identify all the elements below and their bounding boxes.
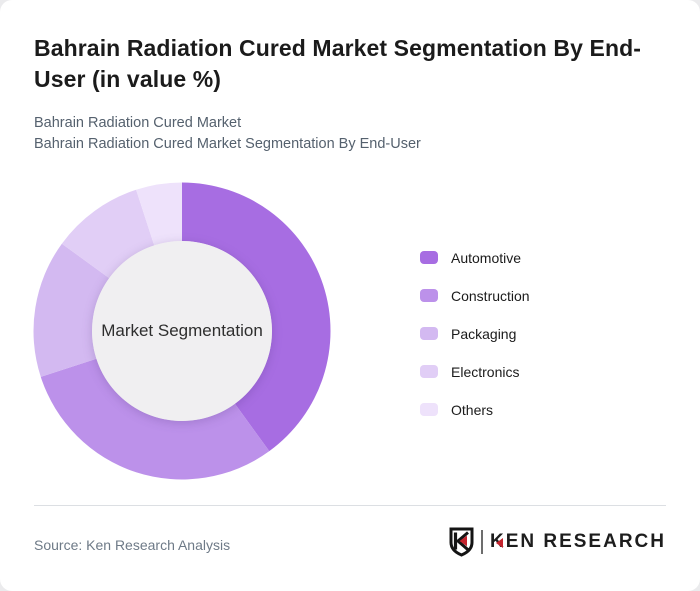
logo-separator xyxy=(480,530,483,554)
legend-item-electronics: Electronics xyxy=(420,363,530,380)
donut-slice-automotive xyxy=(182,182,331,452)
ken-research-shield-icon xyxy=(449,527,474,557)
legend-swatch xyxy=(420,289,438,302)
legend-swatch xyxy=(420,403,438,416)
subtitle-line-2: Bahrain Radiation Cured Market Segmentat… xyxy=(34,136,421,152)
subtitle-line-1: Bahrain Radiation Cured Market xyxy=(34,115,242,131)
source-note: Source: Ken Research Analysis xyxy=(34,537,231,553)
legend-label: Construction xyxy=(451,287,530,304)
legend-swatch xyxy=(420,365,438,378)
logo-red-triangle-icon xyxy=(495,538,503,548)
donut-hole xyxy=(92,241,272,421)
legend-item-construction: Construction xyxy=(420,287,530,304)
chart-legend: Automotive Construction Packaging Electroni… xyxy=(420,249,530,418)
logo-wordmark-text: KEN RESEARCH xyxy=(489,531,666,552)
legend-label: Packaging xyxy=(451,325,517,342)
legend-item-others: Others xyxy=(420,401,530,418)
ken-research-logo: KEN RESEARCH xyxy=(448,527,666,557)
donut-slice-electronics xyxy=(61,189,155,279)
legend-swatch xyxy=(420,327,438,340)
legend-item-packaging: Packaging xyxy=(420,325,530,342)
legend-label: Electronics xyxy=(451,363,520,380)
donut-slice-packaging xyxy=(33,243,110,377)
legend-label: Others xyxy=(451,401,494,418)
donut-svg xyxy=(33,182,331,480)
logo-wordmark: KEN RESEARCH xyxy=(490,531,666,553)
donut-slice-others xyxy=(136,182,182,246)
legend-swatch xyxy=(420,251,438,264)
chart-subtitle: Bahrain Radiation Cured Market Bahrain R… xyxy=(34,113,421,155)
donut-chart: Market Segmentation xyxy=(33,182,331,480)
page-title: Bahrain Radiation Cured Market Segmentat… xyxy=(34,35,642,92)
footer-divider xyxy=(34,505,666,506)
legend-item-automotive: Automotive xyxy=(420,249,530,266)
donut-slice-construction xyxy=(40,358,270,480)
legend-label: Automotive xyxy=(451,249,522,266)
